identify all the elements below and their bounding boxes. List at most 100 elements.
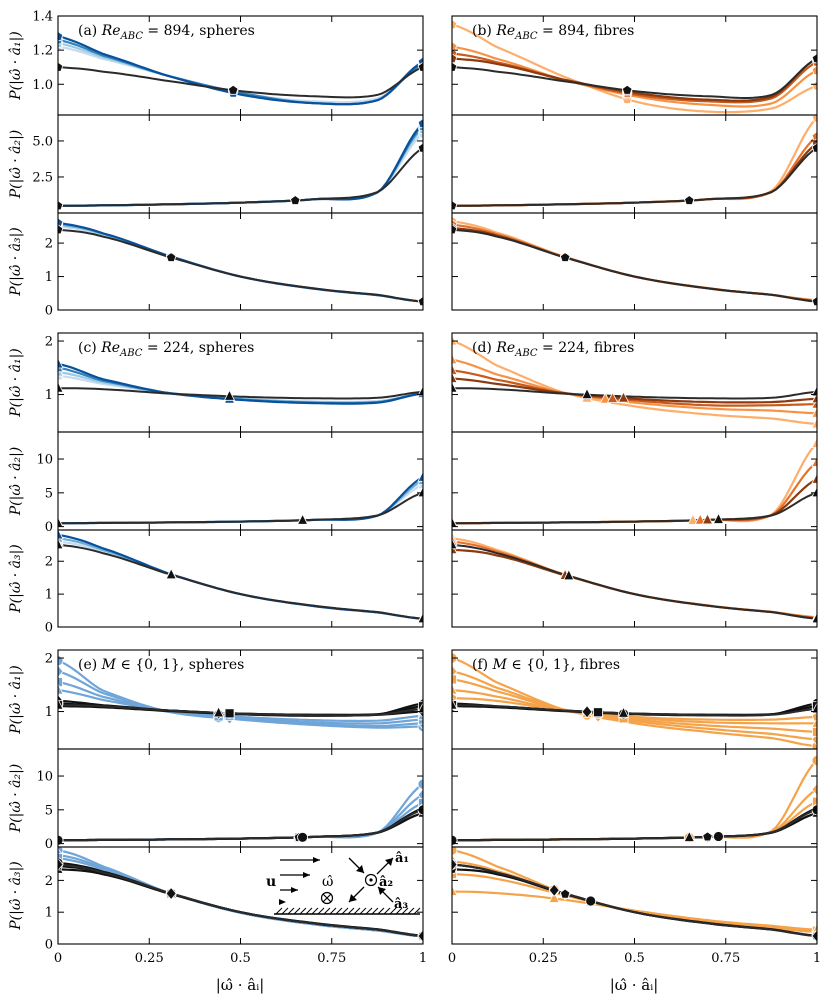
- inset-hatch-line: [293, 907, 301, 915]
- inset-a3-label: â₃: [394, 897, 408, 912]
- inset-hatch-line: [377, 907, 385, 915]
- marker-c1-4-2: [417, 385, 423, 397]
- panel-f3: 0 0.25 0.5 0.75 1: [448, 846, 821, 966]
- x-tick-label-e3-0: 0: [54, 951, 62, 966]
- reference-line-c2: [58, 491, 423, 525]
- panel-a2: 2.5 5.0 P(|ω̂ · â₂|): [8, 114, 424, 214]
- axes-frame-d3: [451, 529, 818, 628]
- panel-a3: 0 1 2 P(|ω̂ · â₃|): [8, 212, 424, 319]
- dark-line-f2-0: [452, 812, 817, 842]
- series-line-d3-0: [452, 537, 817, 619]
- panel-a1: 1.0 1.2 1.4 P(|ω̂ · â₁|) (a) ReABC = 894, sp…: [8, 10, 424, 116]
- y-tick-label-e3-0: 0: [45, 938, 53, 953]
- panel-title-rest-e1: ∈ {0, 1}, spheres: [116, 657, 244, 673]
- marker-b3-3-2: [811, 296, 817, 307]
- axes-frame-f2: [451, 748, 818, 848]
- marker-d1-2-0: [452, 363, 458, 375]
- y-axis-label-c2: P(|ω̂ · â₂|): [8, 447, 24, 517]
- marker-e1-8-3: [417, 702, 423, 714]
- series-group-e2: [58, 783, 423, 842]
- inset-hatch-line: [383, 907, 391, 915]
- x-tick-label-f3-2: 0.5: [624, 951, 645, 966]
- marker-d1-0-5: [811, 417, 817, 429]
- panel-title-subscript-a1: ABC: [120, 31, 144, 42]
- panel-title-a1: (a) ReABC = 894, spheres: [78, 23, 255, 42]
- marker-a2-4-0: [58, 200, 64, 211]
- x-tick-label-e3-1: 0.25: [135, 951, 164, 966]
- inset-hatch-line: [275, 907, 283, 915]
- series-line-b2-0: [452, 117, 817, 207]
- marker-d2-0-1: [687, 513, 699, 525]
- marker-d1-0-0: [452, 334, 458, 346]
- marker-d1-2-3: [606, 391, 619, 404]
- series-line-a3-2: [58, 221, 423, 303]
- reference-line-e2: [58, 808, 423, 842]
- reference-line-e1: [58, 704, 423, 717]
- marker-b1-4-2: [811, 53, 817, 64]
- series-group-c2: [58, 476, 423, 525]
- inset-arrow-mid-head: [303, 872, 310, 878]
- series-line-e1-3: [58, 689, 423, 723]
- inset-hatch-line: [413, 907, 421, 915]
- panel-b3: [451, 212, 818, 311]
- marker-d2-2-3: [701, 513, 714, 525]
- marker-c2-3-2: [417, 485, 423, 498]
- axes-frame-c2: [57, 431, 424, 531]
- flow-schematic-inset: u ω̂ â₁ â₂ â₃: [266, 851, 421, 915]
- markers-e2: [58, 778, 423, 847]
- marker-f1-2-0: [452, 674, 457, 685]
- markers-d3: [452, 531, 817, 624]
- marker-a3-3-2: [417, 296, 423, 307]
- inset-hatch-line: [341, 907, 349, 915]
- marker-f3-2-0: [452, 869, 457, 879]
- marker-e1-1-0: [58, 664, 64, 679]
- marker-f1-3-0: [452, 683, 458, 695]
- x-tick-label-f3-4: 1: [813, 951, 821, 966]
- marker-b1-4-1: [621, 84, 633, 95]
- marker-c1-4-0: [58, 381, 64, 393]
- marker-a3-3-0: [58, 224, 64, 235]
- markers-d1: [452, 334, 817, 429]
- marker-a1-4-2: [417, 61, 423, 72]
- y-axis-label-a3: P(|ω̂ · â₃|): [8, 227, 24, 297]
- marker-a1-4-1: [227, 84, 239, 95]
- panel-title-subscript-d1: ABC: [514, 348, 538, 359]
- marker-f1-1-0: [452, 664, 458, 679]
- inset-hatch-line: [323, 907, 331, 915]
- y-axis-label-a1: P(|ω̂ · â₁|): [8, 31, 24, 101]
- series-line-c3-1: [58, 537, 423, 620]
- marker-f3-4-2: [559, 888, 571, 899]
- series-group-c3: [58, 533, 423, 620]
- reference-line-f2: [452, 808, 817, 842]
- marker-f2-5-3: [713, 831, 724, 842]
- marker-d2-2-5: [811, 472, 817, 484]
- marker-e1-7-3: [418, 701, 423, 712]
- inset-hatch-line: [353, 907, 361, 915]
- series-group-c1: [58, 362, 423, 405]
- y-tick-label-c1-0: 1: [45, 388, 53, 403]
- axes-frame-a2: [57, 114, 424, 214]
- series-line-d2-1: [452, 461, 817, 525]
- reference-line-a2: [58, 147, 423, 207]
- marker-e2-1-3: [417, 788, 423, 802]
- panel-c1: 1 2 P(|ω̂ · â₁|) (c) ReABC = 224, spheres: [8, 332, 424, 433]
- x-tick-label-e3-2: 0.5: [230, 951, 251, 966]
- series-line-a2-3: [58, 122, 423, 207]
- inset-hatch-line: [305, 907, 313, 915]
- y-tick-label-e2-0: 0: [45, 837, 53, 852]
- inset-arrow-short-head: [279, 899, 286, 905]
- y-tick-label-a1-1: 1.2: [32, 44, 53, 59]
- marker-f1-2-4: [812, 726, 817, 737]
- reference-line-e3: [58, 863, 423, 937]
- panel-d2: [451, 431, 818, 531]
- reference-line-d3: [452, 543, 817, 620]
- marker-c2-3-1: [296, 513, 309, 525]
- y-tick-label-c3-0: 0: [45, 621, 53, 636]
- marker-d1-1-0: [452, 352, 458, 365]
- inset-hatch-line: [281, 907, 289, 915]
- marker-f2-0-4: [811, 755, 817, 766]
- series-line-d3-2: [452, 548, 817, 620]
- marker-e2-2-3: [418, 798, 423, 808]
- inset-u-label: u: [266, 874, 276, 890]
- marker-d2-3-5: [811, 485, 817, 498]
